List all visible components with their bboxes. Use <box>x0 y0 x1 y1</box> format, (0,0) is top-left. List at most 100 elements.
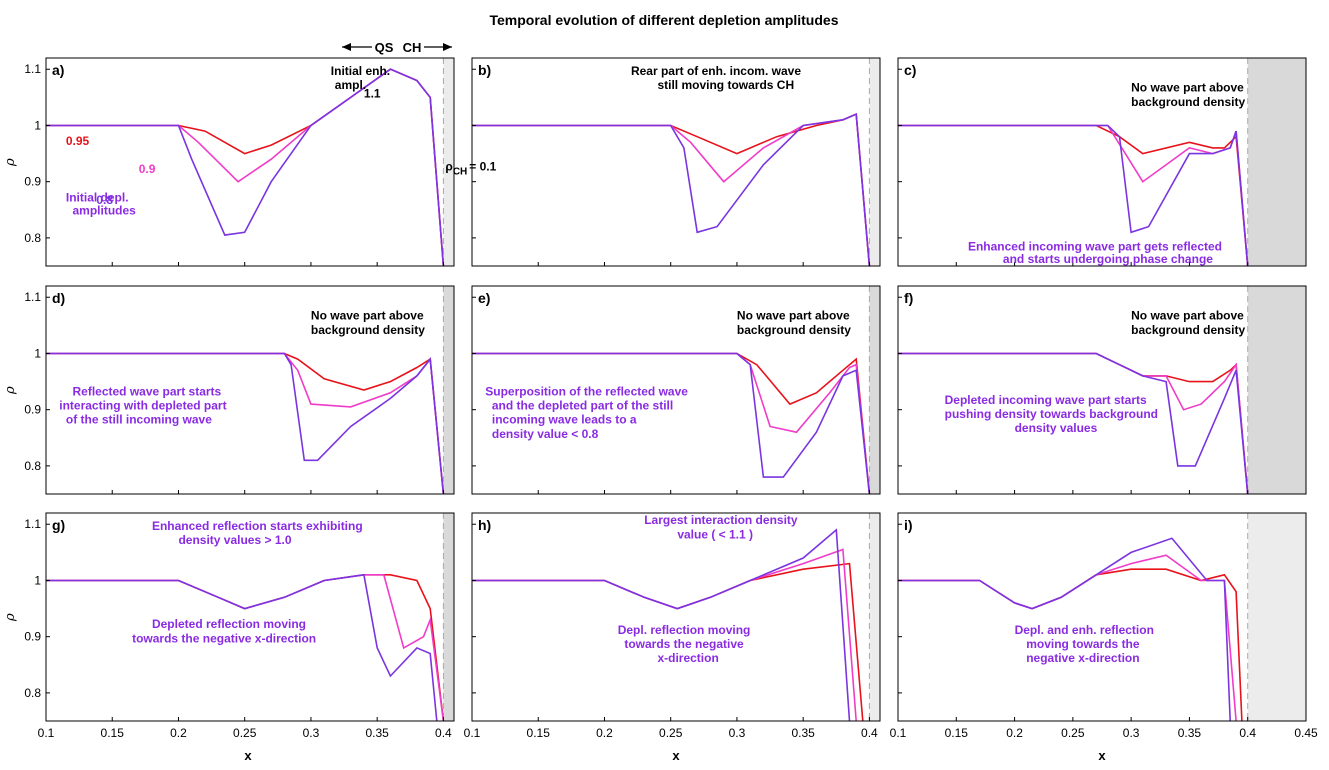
x-tick-label: 0.35 <box>1178 726 1202 740</box>
x-axis-label-3: x <box>1098 748 1106 763</box>
annotation: and starts undergoing phase change <box>1003 252 1213 266</box>
y-tick-label: 1 <box>34 573 41 587</box>
ch-region <box>443 286 454 494</box>
x-tick-label: 0.25 <box>1061 726 1085 740</box>
panels: 0.80.911.1ρa) Initial enh.ampl.1.10.950.9… <box>3 57 1318 740</box>
panel-h: 0.1 0.15 0.2 0.25 0.3 0.35 0.4 h) Largest intera… <box>464 512 881 740</box>
annotation: x-direction <box>657 651 718 665</box>
plot-frame <box>471 512 881 722</box>
annotation: interacting with depleted part <box>59 399 226 413</box>
annotation: and the depleted part of the still <box>492 399 673 413</box>
annotation: Depleted incoming wave part starts <box>945 393 1147 407</box>
annotation: ampl. <box>335 78 366 92</box>
series-group <box>898 352 1249 494</box>
y-tick-label: 0.9 <box>24 403 41 417</box>
series-line-0.8 <box>898 537 1231 721</box>
series-line-0.95 <box>46 574 445 721</box>
annotation: Rear part of enh. incom. wave <box>631 64 801 78</box>
ch-region <box>869 513 880 721</box>
y-tick-label: 0.8 <box>24 686 41 700</box>
x-tick-label: 0.25 <box>233 726 257 740</box>
annotation: density values <box>1015 421 1098 435</box>
y-tick-label: 0.9 <box>24 630 41 644</box>
series-line-0.95 <box>472 113 871 266</box>
figure-title: Temporal evolution of different depletio… <box>490 12 839 28</box>
annotation: No wave part above <box>737 309 850 323</box>
panel-tag: i) <box>904 517 913 533</box>
y-tick-label: 1 <box>34 346 41 360</box>
y-axis-label: ρ <box>3 386 18 395</box>
annotation: negative x-direction <box>1026 651 1139 665</box>
series-line-0.8 <box>472 352 871 494</box>
annotation: background density <box>1131 95 1245 109</box>
series-line-0.8 <box>472 113 871 266</box>
panel-i: 0.1 0.15 0.2 0.25 0.3 0.35 0.4 0.45 i) Depl. and … <box>890 512 1318 740</box>
x-tick-label: 0.4 <box>861 726 878 740</box>
panel-tag: c) <box>904 62 916 78</box>
series-line-0.8 <box>898 124 1249 266</box>
annotation: value ( < 1.1 ) <box>677 527 753 541</box>
panel-tag: b) <box>478 62 491 78</box>
annotation: No wave part above <box>1131 309 1244 323</box>
ch-region <box>869 58 880 266</box>
x-axis-label-1: x <box>244 748 252 763</box>
annotation: Depl. reflection moving <box>618 623 751 637</box>
series-line-0.8 <box>472 528 851 721</box>
series-line-0.8 <box>46 352 445 494</box>
x-tick-label: 0.15 <box>945 726 969 740</box>
annotation: Depleted reflection moving <box>152 617 306 631</box>
x-tick-label: 0.3 <box>303 726 320 740</box>
annotation: density value < 0.8 <box>492 427 599 441</box>
x-tick-label: 0.4 <box>435 726 452 740</box>
plot-frame <box>45 512 455 722</box>
annotation: 0.95 <box>66 134 90 148</box>
panel-tag: f) <box>904 290 913 306</box>
annotation: No wave part above <box>311 309 424 323</box>
annotation: No wave part above <box>1131 81 1244 95</box>
ch-region <box>443 58 454 266</box>
ch-region <box>1247 513 1306 721</box>
y-axis-label: ρ <box>3 613 18 622</box>
annotation: Enhanced reflection starts exhibiting <box>152 519 363 533</box>
plot-frame <box>45 57 455 267</box>
rho-ch-label: ρCH = 0.1 <box>445 159 496 177</box>
x-tick-label: 0.2 <box>1006 726 1023 740</box>
annotation: background density <box>1131 323 1245 337</box>
annotation: still moving towards CH <box>657 78 794 92</box>
series-line-0.8 <box>898 352 1249 494</box>
series-group <box>472 528 864 721</box>
plot-frame <box>897 285 1307 495</box>
x-tick-label: 0.1 <box>890 726 907 740</box>
x-tick-label: 0.25 <box>659 726 683 740</box>
qs-ch-arrow: QS CH <box>342 39 452 55</box>
annotation: Largest interaction density <box>644 513 798 527</box>
series-group <box>472 113 871 266</box>
plot-frame <box>897 57 1307 267</box>
ch-label: CH <box>403 40 422 55</box>
panel-tag: h) <box>478 517 491 533</box>
x-axis-label-2: x <box>672 748 680 763</box>
y-axis-label: ρ <box>3 158 18 167</box>
x-tick-label: 0.35 <box>791 726 815 740</box>
ch-region <box>869 286 880 494</box>
series-group <box>898 124 1249 266</box>
plot-frame <box>45 285 455 495</box>
annotation: pushing density towards background <box>945 407 1158 421</box>
series-line-0.9 <box>46 574 445 721</box>
annotation: towards the negative x-direction <box>132 631 316 645</box>
y-tick-label: 0.9 <box>24 175 41 189</box>
x-tick-label: 0.3 <box>729 726 746 740</box>
series-line-0.8 <box>46 68 445 266</box>
annotation: amplitudes <box>72 203 136 217</box>
annotation: towards the negative <box>624 637 744 651</box>
ch-region <box>1247 286 1306 494</box>
annotation: incoming wave leads to a <box>492 413 637 427</box>
annotation: background density <box>737 323 851 337</box>
series-group <box>472 352 871 494</box>
plot-frame <box>897 512 1307 722</box>
y-tick-label: 1.1 <box>24 290 41 304</box>
